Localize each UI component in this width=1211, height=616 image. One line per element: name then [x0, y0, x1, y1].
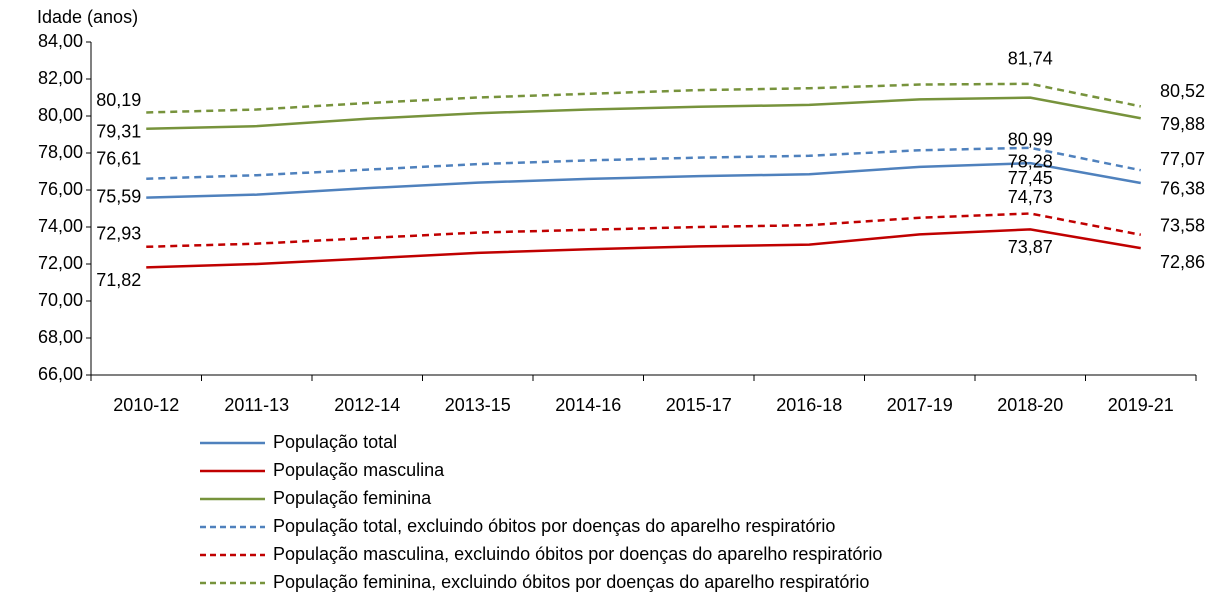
x-tick-label: 2013-15	[445, 395, 511, 415]
y-tick-label: 72,00	[38, 253, 83, 273]
data-label: 77,45	[1008, 168, 1053, 188]
series-line	[146, 82, 1142, 114]
data-label: 72,86	[1160, 252, 1205, 272]
data-label: 74,73	[1008, 187, 1053, 207]
data-label: 80,99	[1008, 129, 1053, 149]
data-label: 72,93	[96, 224, 141, 244]
legend-label: População total, excluindo óbitos por do…	[273, 516, 835, 536]
legend-label: População masculina, excluindo óbitos po…	[273, 544, 882, 564]
y-axis-label: Idade (anos)	[37, 7, 138, 27]
legend-label: População feminina, excluindo óbitos por…	[273, 572, 869, 592]
series-line	[146, 212, 1141, 249]
data-label: 78,28	[1008, 152, 1053, 172]
x-tick-label: 2010-12	[113, 395, 179, 415]
data-label: 75,59	[96, 186, 141, 206]
y-tick-label: 74,00	[38, 216, 83, 236]
data-label: 80,19	[96, 90, 141, 110]
data-label: 71,82	[96, 270, 141, 290]
data-label: 79,31	[96, 122, 141, 142]
legend-label: População feminina	[273, 488, 432, 508]
series-line	[146, 161, 1141, 199]
y-tick-label: 76,00	[38, 179, 83, 199]
legend-label: População masculina	[273, 460, 445, 480]
x-tick-label: 2012-14	[334, 395, 400, 415]
x-tick-label: 2011-13	[224, 395, 289, 415]
y-tick-label: 70,00	[38, 290, 83, 310]
legend-label: População total	[273, 432, 397, 452]
y-tick-label: 82,00	[38, 68, 83, 88]
data-label: 79,88	[1160, 114, 1205, 134]
x-tick-label: 2018-20	[997, 395, 1063, 415]
x-tick-label: 2016-18	[776, 395, 842, 415]
y-tick-label: 66,00	[38, 364, 83, 384]
y-tick-label: 80,00	[38, 105, 83, 125]
x-tick-label: 2019-21	[1108, 395, 1174, 415]
series-line	[146, 146, 1141, 180]
data-label: 81,74	[1008, 49, 1053, 69]
x-tick-label: 2015-17	[666, 395, 732, 415]
series-line	[146, 96, 1141, 131]
data-label: 77,07	[1160, 149, 1205, 169]
x-tick-label: 2014-16	[555, 395, 621, 415]
data-label: 80,52	[1160, 81, 1205, 101]
y-tick-label: 84,00	[38, 31, 83, 51]
y-tick-label: 78,00	[38, 142, 83, 162]
data-label: 73,58	[1160, 216, 1205, 236]
series-line	[146, 228, 1141, 269]
data-label: 76,38	[1160, 179, 1205, 199]
y-tick-label: 68,00	[38, 327, 83, 347]
data-label: 76,61	[96, 148, 141, 168]
x-tick-label: 2017-19	[887, 395, 953, 415]
data-label: 73,87	[1008, 237, 1053, 257]
